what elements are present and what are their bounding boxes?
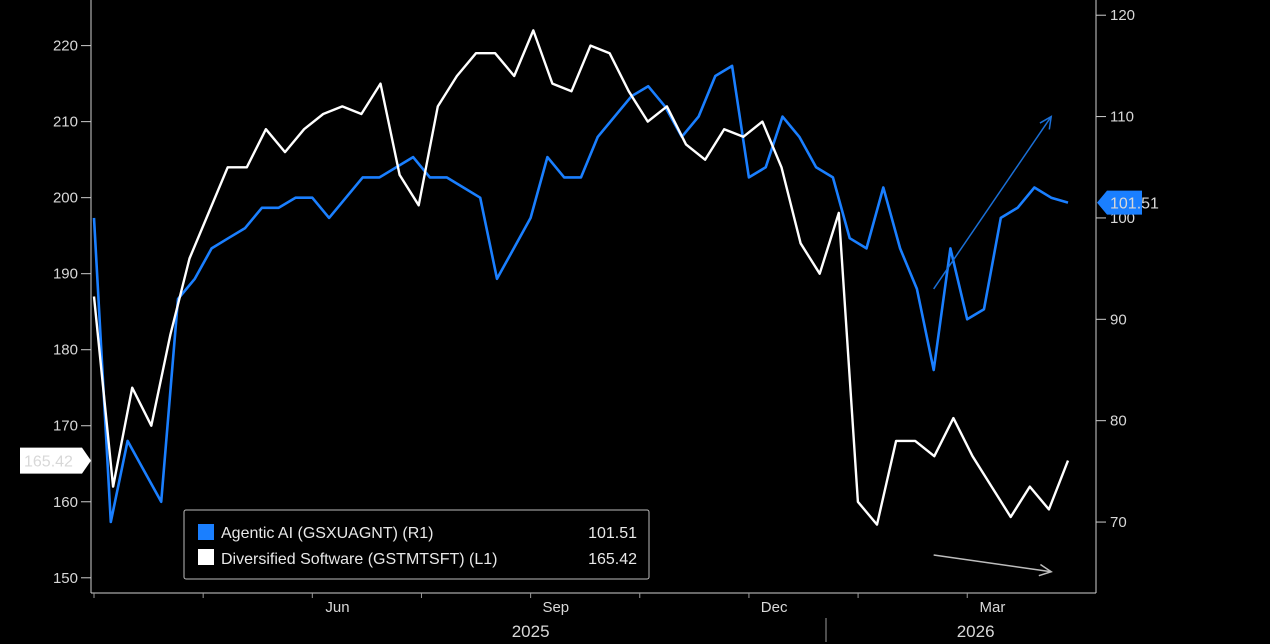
right-tick-label: 110 (1110, 109, 1134, 126)
right-marker-shape (1097, 190, 1142, 215)
legend-swatch-diversified-software (198, 549, 214, 565)
legend-box (183, 509, 650, 580)
left-axis-ticks: 150 160 170 180 190 200 210 220 (53, 38, 91, 587)
right-marker-label: 101.51 (1110, 196, 1159, 213)
x-axis-ticks: Jun Sep Dec Mar 2025 2026 (93, 593, 1006, 641)
left-tick-label: 180 (53, 342, 78, 359)
x-year-label: 2025 (512, 622, 550, 641)
left-tick-label: 170 (53, 418, 78, 435)
legend: Agentic AI (GSXUAGNT) (R1) 101.51 Divers… (183, 509, 650, 580)
legend-label-agentic-ai: Agentic AI (GSXUAGNT) (R1) (221, 525, 434, 542)
series-line-diversified-software (92, 29, 1070, 526)
right-tick-label: 90 (1110, 311, 1127, 328)
legend-label-diversified-software: Diversified Software (GSTMTSFT) (L1) (221, 551, 497, 568)
series-line-agentic-ai (92, 64, 1069, 524)
left-tick-label: 190 (53, 266, 78, 283)
x-month-label: Sep (542, 599, 569, 616)
last-value-marker-left: 165.42 (20, 447, 91, 474)
x-month-label: Jun (325, 599, 349, 616)
right-tick-label: 70 (1110, 514, 1127, 531)
left-marker-shape (20, 447, 91, 474)
arrow-shaft (933, 116, 1052, 290)
legend-value-diversified-software: 165.42 (588, 551, 637, 568)
x-year-label: 2026 (957, 622, 995, 641)
legend-swatch-agentic-ai (198, 524, 214, 540)
left-marker-label: 165.42 (24, 454, 73, 471)
left-tick-label: 210 (53, 114, 78, 131)
left-tick-label: 200 (53, 190, 78, 207)
right-tick-label: 80 (1110, 413, 1127, 430)
trend-arrows (933, 115, 1053, 577)
left-tick-label: 160 (53, 494, 78, 511)
right-tick-label: 120 (1110, 7, 1135, 24)
left-tick-label: 150 (53, 570, 78, 587)
x-month-label: Dec (761, 599, 788, 616)
left-tick-label: 220 (53, 38, 78, 55)
arrow-head (1038, 563, 1053, 577)
arrow-head (1039, 115, 1053, 130)
arrow-shaft (933, 554, 1052, 573)
last-value-marker-right: 101.51 (1097, 190, 1159, 215)
legend-value-agentic-ai: 101.51 (588, 525, 637, 542)
x-month-label: Mar (980, 599, 1006, 616)
